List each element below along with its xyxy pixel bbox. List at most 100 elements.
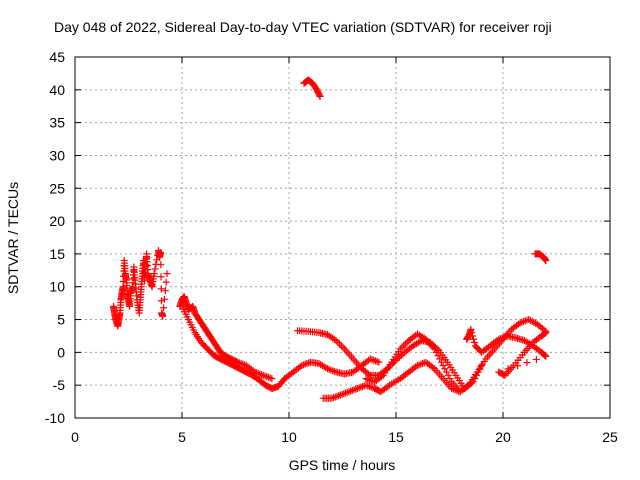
data-point-marker (523, 359, 531, 367)
data-point-marker (335, 392, 343, 400)
data-point-marker (496, 335, 504, 343)
data-point-marker (377, 373, 385, 381)
series-late-high (531, 250, 550, 264)
grid-lines (75, 57, 610, 418)
data-point-marker (431, 345, 439, 353)
series-late-traces (463, 325, 550, 379)
data-point-marker (446, 375, 454, 383)
data-point-marker (365, 382, 373, 390)
data-point-marker (470, 339, 478, 347)
data-point-marker (376, 387, 384, 395)
data-point-marker (328, 394, 336, 402)
series-high-arc (300, 76, 324, 100)
x-tick-label: 25 (602, 429, 618, 445)
data-point-marker (441, 365, 449, 373)
data-point-marker (398, 343, 406, 351)
data-point-marker (384, 382, 392, 390)
data-point-marker (420, 334, 428, 342)
data-point-marker (258, 371, 266, 379)
data-point-marker (315, 91, 323, 99)
data-point-marker (366, 355, 374, 363)
data-point-marker (264, 373, 272, 381)
data-point-marker (301, 360, 309, 368)
y-tick-label: 10 (49, 279, 65, 295)
data-point-marker (403, 338, 411, 346)
data-point-marker (371, 357, 379, 365)
data-point-marker (420, 359, 428, 367)
data-point-marker (478, 361, 486, 369)
series-main-descent (176, 293, 276, 383)
data-point-marker (157, 261, 165, 269)
data-point-marker (500, 371, 508, 379)
data-point-marker (417, 360, 425, 368)
data-point-marker (542, 256, 550, 264)
data-point-marker (432, 348, 440, 356)
data-point-marker (159, 312, 167, 320)
data-point-marker (330, 367, 338, 375)
y-tick-label: 30 (49, 147, 65, 163)
data-point-marker (370, 356, 378, 364)
data-point-marker (338, 390, 346, 398)
data-point-marker (401, 340, 409, 348)
data-point-marker (150, 270, 158, 278)
data-point-marker (500, 333, 508, 341)
series-afternoon-upper (294, 327, 486, 392)
data-point-marker (463, 382, 471, 390)
y-tick-label: 20 (49, 213, 65, 229)
data-point-marker (235, 359, 243, 367)
data-point-marker (495, 335, 503, 343)
data-point-marker (359, 382, 367, 390)
data-point-marker (362, 381, 370, 389)
data-point-marker (364, 382, 372, 390)
data-point-marker (542, 329, 550, 337)
series-early-cluster (110, 247, 171, 330)
data-point-marker (343, 388, 351, 396)
data-point-marker (469, 332, 477, 340)
data-point-marker (331, 393, 339, 401)
y-axis-label: SDTVAR / TECUs (5, 182, 21, 294)
data-point-marker (434, 352, 442, 360)
data-point-marker (162, 278, 170, 286)
data-point-marker (330, 394, 338, 402)
data-point-marker (353, 384, 361, 392)
data-point-marker (540, 330, 548, 338)
data-points (110, 76, 550, 402)
data-point-marker (259, 371, 267, 379)
data-point-marker (364, 375, 372, 383)
series-afternoon-lower (319, 358, 464, 402)
data-point-marker (429, 363, 437, 371)
data-point-marker (263, 373, 271, 381)
data-point-marker (352, 385, 360, 393)
data-point-marker (365, 376, 373, 384)
data-point-marker (157, 273, 165, 281)
data-point-marker (518, 318, 526, 326)
data-point-marker (396, 345, 404, 353)
y-tick-label: 5 (57, 312, 65, 328)
y-tick-label: 25 (49, 180, 65, 196)
data-point-marker (347, 387, 355, 395)
data-point-marker (333, 392, 341, 400)
data-point-marker (367, 383, 375, 391)
data-point-marker (157, 285, 165, 293)
y-tick-label: 15 (49, 246, 65, 262)
data-point-marker (542, 352, 550, 360)
data-point-marker (337, 342, 345, 350)
x-tick-label: 20 (495, 429, 511, 445)
data-point-marker (334, 338, 342, 346)
data-point-marker (369, 377, 377, 385)
data-point-marker (541, 352, 549, 360)
x-axis-label: GPS time / hours (289, 457, 396, 473)
data-point-marker (397, 352, 405, 360)
data-point-marker (365, 370, 373, 378)
data-point-marker (444, 371, 452, 379)
x-tick-label: 5 (178, 429, 186, 445)
data-point-marker (266, 374, 274, 382)
data-point-marker (336, 340, 344, 348)
data-point-marker (469, 335, 477, 343)
data-point-marker (467, 325, 475, 333)
data-point-marker (336, 391, 344, 399)
data-point-marker (341, 389, 349, 397)
data-point-marker (237, 360, 245, 368)
data-point-marker (322, 364, 330, 372)
